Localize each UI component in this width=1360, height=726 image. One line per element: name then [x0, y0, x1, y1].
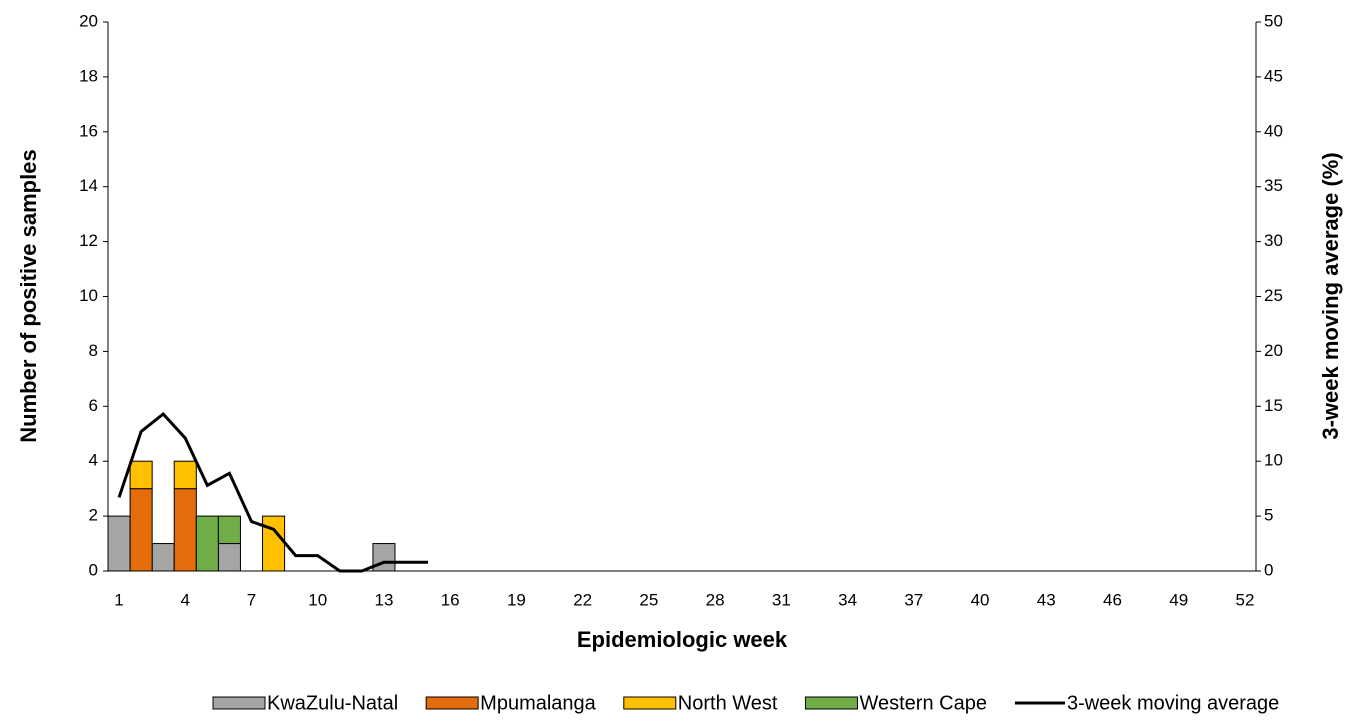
legend-label: 3-week moving average [1067, 692, 1279, 714]
legend-swatch [804, 696, 858, 710]
x-tick-label: 25 [639, 590, 658, 609]
bar [151, 543, 175, 572]
legend-label: Western Cape [859, 692, 986, 714]
x-tick-label: 13 [375, 590, 394, 609]
x-tick-label: 31 [772, 590, 791, 609]
x-tick-label: 49 [1169, 590, 1188, 609]
y-tick-label: 20 [79, 11, 98, 30]
y-tick-label: 14 [79, 176, 98, 195]
y2-tick-label: 5 [1264, 506, 1273, 525]
bar [217, 543, 241, 572]
y2-tick-label: 25 [1264, 286, 1283, 305]
moving-average-line [117, 411, 429, 573]
x-axis-title: Epidemiologic week [577, 627, 788, 652]
bar [173, 488, 197, 572]
y2-tick-label: 10 [1264, 451, 1283, 470]
y-tick-label: 6 [89, 396, 98, 415]
x-tick-label: 34 [838, 590, 857, 609]
y-tick-label: 2 [89, 506, 98, 525]
x-tick-label: 7 [247, 590, 256, 609]
bar [195, 515, 219, 572]
y2-tick-label: 40 [1264, 121, 1283, 140]
y-tick-label: 12 [79, 231, 98, 250]
x-tick-label: 4 [181, 590, 190, 609]
x-tick-label: 1 [114, 590, 123, 609]
x-tick-label: 40 [971, 590, 990, 609]
x-tick-label: 37 [904, 590, 923, 609]
legend-label: Mpumalanga [480, 692, 597, 714]
y2-tick-label: 50 [1264, 11, 1283, 30]
legend-swatch [212, 696, 266, 710]
y2-tick-label: 15 [1264, 396, 1283, 415]
legend-swatch [623, 696, 677, 710]
bar [173, 460, 197, 490]
bar [217, 515, 241, 545]
bar [129, 460, 153, 490]
legend-label: North West [678, 692, 778, 714]
bar [107, 515, 131, 572]
bar [129, 488, 153, 572]
y-tick-label: 0 [89, 560, 98, 579]
y-tick-label: 8 [89, 341, 98, 360]
y-tick-label: 4 [89, 451, 98, 470]
x-tick-label: 19 [507, 590, 526, 609]
y-tick-label: 10 [79, 286, 98, 305]
bar [262, 515, 286, 572]
x-tick-label: 52 [1236, 590, 1255, 609]
y2-tick-label: 45 [1264, 66, 1283, 85]
x-tick-label: 22 [573, 590, 592, 609]
x-tick-label: 28 [706, 590, 725, 609]
x-tick-label: 43 [1037, 590, 1056, 609]
x-tick-label: 16 [441, 590, 460, 609]
y2-tick-label: 30 [1264, 231, 1283, 250]
y2-tick-label: 35 [1264, 176, 1283, 195]
y2-axis-title: 3-week moving average (%) [1318, 152, 1343, 439]
x-tick-label: 46 [1103, 590, 1122, 609]
y2-tick-label: 0 [1264, 560, 1273, 579]
legend-swatch [425, 696, 479, 710]
y-tick-label: 16 [79, 121, 98, 140]
legend-label: KwaZulu-Natal [267, 692, 398, 714]
x-tick-label: 10 [308, 590, 327, 609]
y2-tick-label: 20 [1264, 341, 1283, 360]
y-tick-label: 18 [79, 66, 98, 85]
y-axis-title: Number of positive samples [16, 149, 41, 442]
